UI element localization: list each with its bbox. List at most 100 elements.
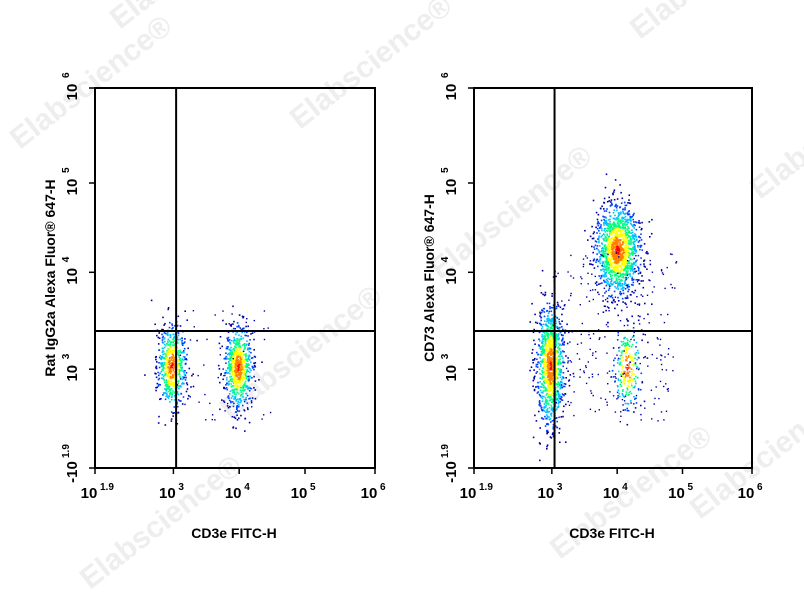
event-dot [606, 200, 609, 203]
watermark-text: Elabscience® [424, 139, 598, 285]
event-dot [591, 273, 593, 275]
event-dot [537, 353, 539, 356]
event-dot [173, 406, 176, 408]
event-dot [541, 382, 543, 385]
event-dot [548, 339, 550, 341]
event-dot [638, 303, 641, 305]
event-dot [626, 262, 629, 265]
event-dot [251, 397, 254, 399]
event-dot [230, 375, 233, 378]
event-dot [612, 192, 614, 195]
event-dot [612, 266, 614, 269]
event-dot [614, 255, 617, 257]
event-dot [161, 374, 163, 376]
event-dot [628, 363, 630, 365]
event-dot [600, 269, 602, 271]
event-dot [163, 361, 166, 364]
event-dot [243, 390, 245, 392]
event-dot [625, 272, 628, 274]
event-dot [604, 281, 607, 283]
event-dot [546, 411, 548, 413]
event-dot [550, 398, 552, 401]
event-dot [615, 238, 618, 240]
event-dot [621, 252, 624, 254]
event-dot [234, 370, 237, 373]
event-dot [182, 344, 184, 346]
event-dot [634, 247, 636, 250]
event-dot [602, 265, 604, 268]
event-dot [183, 373, 186, 376]
event-dot [624, 247, 626, 249]
event-dot [163, 332, 166, 334]
event-dot [551, 366, 553, 368]
event-dot [233, 398, 235, 400]
event-dot [617, 260, 619, 262]
event-dot [614, 381, 616, 383]
event-dot [229, 370, 231, 373]
event-dot [221, 399, 223, 401]
event-dot [173, 363, 176, 365]
event-dot [219, 336, 222, 338]
event-dot [170, 380, 173, 383]
event-dot [616, 238, 619, 240]
event-dot [627, 221, 630, 224]
event-dot [606, 246, 608, 248]
event-dot [243, 369, 246, 371]
event-dot [624, 274, 627, 276]
x-tick-exponent: 4 [244, 482, 250, 493]
event-dot [249, 397, 251, 400]
event-dot [633, 386, 636, 389]
event-dot [535, 386, 537, 388]
event-dot [237, 371, 240, 374]
event-dot [548, 407, 551, 409]
event-dot [547, 367, 549, 370]
event-dot [242, 404, 244, 407]
event-dot [531, 302, 533, 305]
event-dot [242, 316, 245, 318]
x-tick-label: 10 [668, 485, 685, 502]
event-dot [228, 368, 231, 370]
event-dot [181, 382, 184, 384]
event-dot [238, 417, 240, 420]
event-dot [240, 363, 243, 366]
event-dot [179, 325, 182, 327]
event-dot [606, 306, 609, 308]
event-dot [248, 347, 251, 350]
event-dot [167, 344, 169, 346]
event-dot [177, 342, 179, 344]
event-dot [619, 251, 622, 253]
event-dot [231, 372, 233, 374]
event-dot [237, 379, 240, 381]
event-dot [616, 249, 619, 251]
event-dot [599, 226, 601, 229]
event-dot [599, 262, 602, 265]
event-dot [631, 266, 634, 269]
event-dot [545, 400, 548, 403]
event-dot [633, 223, 635, 226]
event-dot [228, 380, 230, 383]
event-dot [620, 211, 622, 214]
event-dot [614, 256, 617, 258]
event-dot [551, 358, 554, 360]
event-dot [609, 252, 612, 255]
event-dot [605, 255, 607, 258]
event-dot [631, 263, 634, 265]
event-dot [232, 359, 234, 362]
event-dot [615, 206, 618, 209]
event-dot [613, 191, 615, 193]
event-dot [631, 336, 634, 338]
event-dot [598, 241, 600, 244]
event-dot [622, 259, 624, 261]
event-dot [558, 427, 561, 430]
event-dot [180, 364, 183, 367]
event-dot [622, 241, 625, 244]
event-dot [540, 391, 543, 394]
event-dot [624, 207, 626, 209]
event-dot [611, 301, 613, 304]
event-dot [638, 235, 640, 238]
event-dot [183, 351, 185, 354]
event-dot [232, 358, 234, 360]
event-dot [242, 370, 245, 373]
event-dot [247, 379, 250, 381]
event-dot [641, 227, 643, 230]
